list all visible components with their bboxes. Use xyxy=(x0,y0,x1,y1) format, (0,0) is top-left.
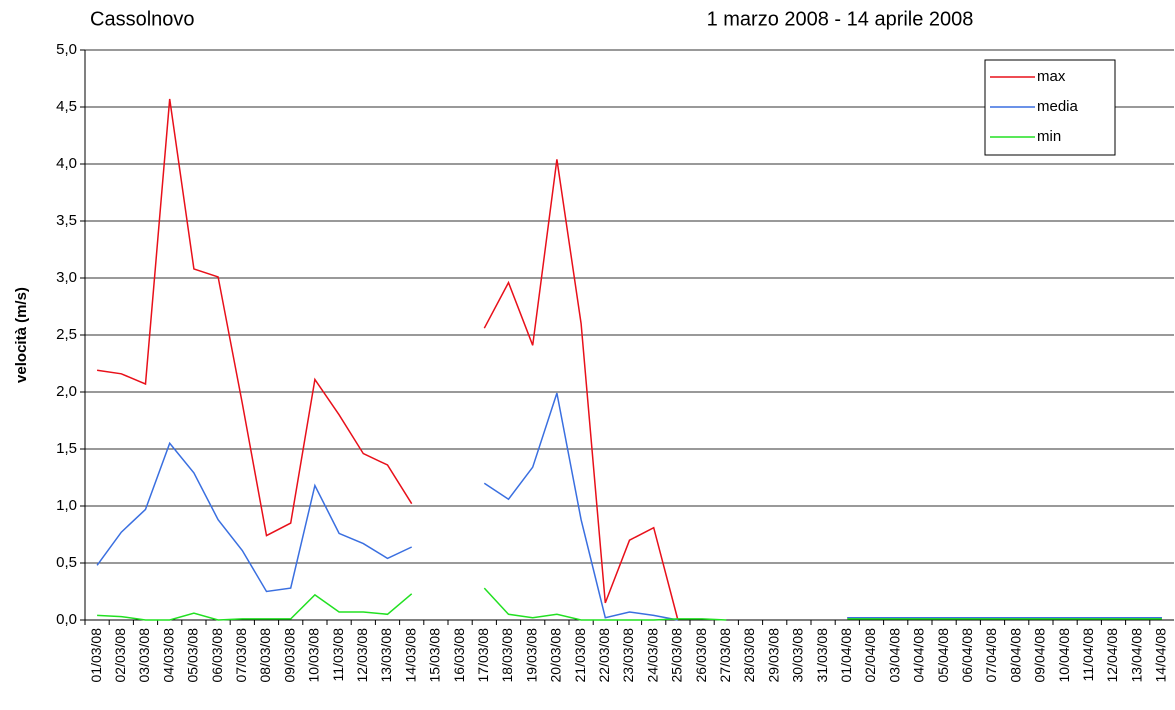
x-tick-label: 10/03/08 xyxy=(306,628,322,683)
x-tick-label: 20/03/08 xyxy=(548,628,564,683)
x-tick-label: 14/04/08 xyxy=(1153,628,1169,683)
y-tick-label: 4,5 xyxy=(56,98,77,115)
y-tick-label: 3,0 xyxy=(56,269,77,286)
x-tick-label: 16/03/08 xyxy=(451,628,467,683)
x-tick-label: 25/03/08 xyxy=(669,628,685,683)
x-tick-label: 22/03/08 xyxy=(596,628,612,683)
y-tick-label: 1,5 xyxy=(56,440,77,457)
x-tick-label: 02/04/08 xyxy=(862,628,878,683)
x-tick-label: 21/03/08 xyxy=(572,628,588,683)
y-tick-label: 0,5 xyxy=(56,554,77,571)
x-tick-label: 15/03/08 xyxy=(427,628,443,683)
x-tick-label: 07/03/08 xyxy=(233,628,249,683)
x-tick-label: 11/03/08 xyxy=(330,628,346,682)
x-tick-label: 13/03/08 xyxy=(378,628,394,683)
legend-label: media xyxy=(1037,98,1079,115)
x-tick-label: 19/03/08 xyxy=(523,628,539,683)
x-tick-label: 17/03/08 xyxy=(475,628,491,683)
legend-label: max xyxy=(1037,68,1066,85)
x-tick-label: 30/03/08 xyxy=(790,628,806,683)
y-tick-label: 5,0 xyxy=(56,41,77,58)
x-tick-label: 31/03/08 xyxy=(814,628,830,683)
legend: max media min xyxy=(984,59,1116,156)
x-tick-label: 12/04/08 xyxy=(1104,628,1120,683)
x-tick-label: 06/03/08 xyxy=(209,628,225,683)
x-tick-label: 02/03/08 xyxy=(112,628,128,683)
y-tick-label: 3,5 xyxy=(56,212,77,229)
x-tick-label: 04/03/08 xyxy=(160,628,176,683)
x-tick-label: 08/04/08 xyxy=(1007,628,1023,683)
x-tick-label: 03/04/08 xyxy=(886,628,902,683)
x-tick-label: 29/03/08 xyxy=(765,628,781,683)
x-tick-label: 10/04/08 xyxy=(1056,628,1072,683)
x-tick-label: 27/03/08 xyxy=(717,628,733,683)
x-tick-label: 09/03/08 xyxy=(281,628,297,683)
x-tick-label: 07/04/08 xyxy=(983,628,999,683)
x-tick-label: 14/03/08 xyxy=(402,628,418,683)
x-tick-label: 11/04/08 xyxy=(1080,628,1096,682)
x-tick-label: 26/03/08 xyxy=(693,628,709,683)
x-tick-label: 23/03/08 xyxy=(620,628,636,683)
x-tick-label: 01/04/08 xyxy=(838,628,854,683)
x-tick-label: 05/04/08 xyxy=(935,628,951,683)
series-line xyxy=(96,98,1162,621)
y-tick-label: 0,0 xyxy=(56,611,77,628)
x-tick-label: 06/04/08 xyxy=(959,628,975,683)
y-tick-label: 2,5 xyxy=(56,326,77,343)
x-tick-label: 24/03/08 xyxy=(644,628,660,683)
x-tick-label: 03/03/08 xyxy=(136,628,152,683)
x-tick-label: 18/03/08 xyxy=(499,628,515,683)
x-tick-label: 08/03/08 xyxy=(257,628,273,683)
x-tick-label: 13/04/08 xyxy=(1128,628,1144,683)
x-tick-label: 01/03/08 xyxy=(88,628,104,683)
x-tick-label: 09/04/08 xyxy=(1032,628,1048,683)
x-tick-label: 05/03/08 xyxy=(185,628,201,683)
chart-title: Cassolnovo xyxy=(90,8,195,30)
legend-label: min xyxy=(1037,128,1061,145)
chart-subtitle: 1 marzo 2008 - 14 aprile 2008 xyxy=(707,8,974,30)
y-tick-label: 4,0 xyxy=(56,155,77,172)
x-tick-label: 04/04/08 xyxy=(911,628,927,683)
series-line xyxy=(97,587,1162,621)
y-tick-label: 1,0 xyxy=(56,497,77,514)
x-tick-label: 12/03/08 xyxy=(354,628,370,683)
series-line xyxy=(96,392,1162,621)
x-tick-label: 28/03/08 xyxy=(741,628,757,683)
y-tick-label: 2,0 xyxy=(56,383,77,400)
y-axis-label: velocità (m/s) xyxy=(13,287,30,383)
